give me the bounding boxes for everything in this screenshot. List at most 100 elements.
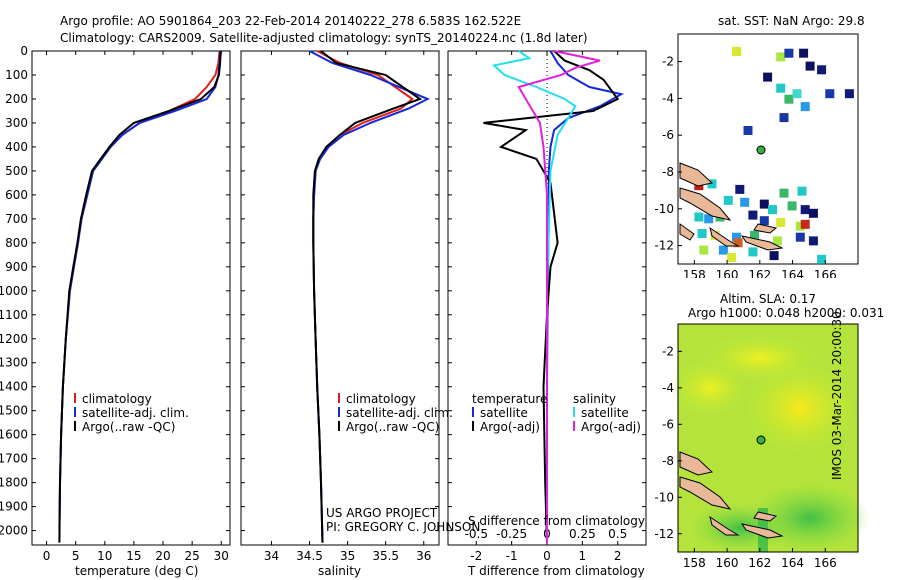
map-y-tick-label: -6	[662, 417, 674, 431]
x-tick-label: 1	[579, 549, 587, 563]
map-x-tick-label: 164	[781, 556, 804, 570]
sst-cell	[750, 230, 759, 240]
series-line-satellite	[309, 50, 430, 543]
s-difference-axis-label: S difference from climatology	[468, 514, 645, 528]
depth-tick-label: 1700	[0, 452, 28, 466]
x-tick-label: 15	[126, 549, 141, 563]
depth-tick-label: 300	[5, 116, 28, 130]
depth-tick-label: 1500	[0, 404, 28, 418]
x-tick-label: 35	[340, 549, 355, 563]
sst-cell	[776, 83, 786, 93]
sst-cell	[723, 195, 733, 205]
sst-cell	[768, 205, 777, 215]
sst-cell	[704, 214, 714, 224]
depth-tick-label: 1800	[0, 476, 28, 490]
sst-cell	[699, 245, 709, 255]
sst-cell	[763, 72, 773, 82]
depth-tick-label: 100	[5, 68, 28, 82]
x-tick-label: 25	[185, 549, 200, 563]
sst-cell	[769, 251, 779, 261]
sst-coastline	[679, 162, 784, 251]
sst-cell	[825, 89, 835, 99]
legend-t-argo: Argo(-adj)	[480, 420, 540, 434]
map-y-tick-label: -10	[654, 490, 674, 504]
s-tick-label: -0.25	[496, 527, 527, 541]
map-x-tick-label: 158	[683, 556, 706, 570]
legend-s-argo: Argo(-adj)	[581, 420, 641, 434]
x-tick-label: -1	[506, 549, 518, 563]
sst-cell	[808, 208, 818, 218]
sst-cell	[784, 94, 794, 104]
series-line-satellite	[546, 50, 625, 543]
difference-salinity-legend: salinity satellite Argo(-adj)	[573, 392, 641, 434]
salinity-legend: climatology satellite-adj. clim. Argo(..…	[338, 392, 453, 434]
sst-map-title: sat. SST: NaN Argo: 29.8	[718, 14, 865, 28]
sst-cell	[784, 48, 794, 58]
sla-map: 158 160 162 164 166 -2 -4 -6 -8 -10 -12	[654, 323, 870, 570]
sst-cell	[776, 52, 786, 62]
sst-map-frame	[677, 33, 859, 265]
sst-cell	[694, 212, 704, 222]
depth-tick-label: 1600	[0, 428, 28, 442]
map-y-tick-label: -2	[662, 55, 674, 69]
argo-marker	[756, 435, 766, 445]
sst-cell	[759, 216, 769, 226]
sst-map: 158 160 162 164 166 -2 -4 -6 -8 -10 -12	[654, 33, 859, 278]
credit-line-1: US ARGO PROJECT	[326, 506, 438, 520]
sst-cell	[787, 201, 797, 211]
depth-tick-label: 200	[5, 92, 28, 106]
x-tick-label: 0	[43, 549, 51, 563]
map-y-tick-label: -10	[654, 202, 674, 216]
legend-title: temperature	[472, 392, 548, 406]
map-x-tick-label: 160	[716, 268, 739, 278]
legend-climatology: climatology	[82, 392, 152, 406]
sst-cell	[740, 197, 750, 207]
sst-cell	[805, 61, 815, 71]
sst-cell	[817, 254, 827, 264]
map-x-tick-label: 164	[781, 268, 804, 278]
sst-cell	[727, 253, 737, 262]
climatology-title: Climatology: CARS2009. Satellite-adjuste…	[60, 31, 588, 45]
depth-tick-label: 1300	[0, 356, 28, 370]
series-line-argo	[312, 50, 423, 543]
salinity-axis-label: salinity	[318, 564, 362, 578]
depth-tick-label: 400	[5, 140, 28, 154]
sst-cell	[735, 184, 745, 194]
legend-t-satellite: satellite	[480, 406, 528, 420]
series-line-argo	[483, 50, 620, 543]
temperature-legend: climatology satellite-adj. clim. Argo(..…	[74, 392, 189, 434]
depth-tick-label: 1900	[0, 500, 28, 514]
legend-climatology: climatology	[346, 392, 416, 406]
depth-tick-label: 1200	[0, 332, 28, 346]
sst-cell	[797, 186, 807, 196]
map-x-tick-label: 162	[748, 556, 771, 570]
t-difference-axis-label: T difference from climatology	[468, 564, 645, 578]
depth-tick-label: 600	[5, 188, 28, 202]
sst-cell	[795, 232, 805, 242]
map-x-tick-label: 158	[683, 268, 706, 278]
depth-tick-label: 0	[20, 44, 28, 58]
x-tick-label: 36	[416, 549, 431, 563]
s-tick-label: 0.25	[569, 527, 596, 541]
s-tick-label: -0.5	[465, 527, 488, 541]
sla-map-title-1: Altim. SLA: 0.17	[720, 292, 817, 306]
legend-satellite: satellite-adj. clim.	[82, 406, 189, 420]
sst-cell	[772, 236, 782, 246]
map-y-tick-label: -4	[662, 381, 674, 395]
series-line-sal_sat	[491, 50, 577, 543]
s-tick-label: 0.5	[608, 527, 627, 541]
depth-tick-label: 500	[5, 164, 28, 178]
sst-cell	[799, 48, 809, 58]
sst-cell	[743, 126, 753, 135]
sst-cell	[808, 236, 818, 246]
map-y-tick-label: -8	[662, 454, 674, 468]
legend-argo: Argo(..raw -QC)	[82, 420, 176, 434]
map-y-tick-label: -12	[654, 527, 674, 541]
legend-satellite: satellite-adj. clim.	[346, 406, 453, 420]
sst-cell	[779, 188, 789, 198]
x-tick-label: 0	[543, 549, 551, 563]
map-y-tick-label: -4	[662, 91, 674, 105]
sla-coastline	[679, 451, 784, 539]
sst-cell	[792, 89, 802, 99]
legend-title: salinity	[573, 392, 617, 406]
